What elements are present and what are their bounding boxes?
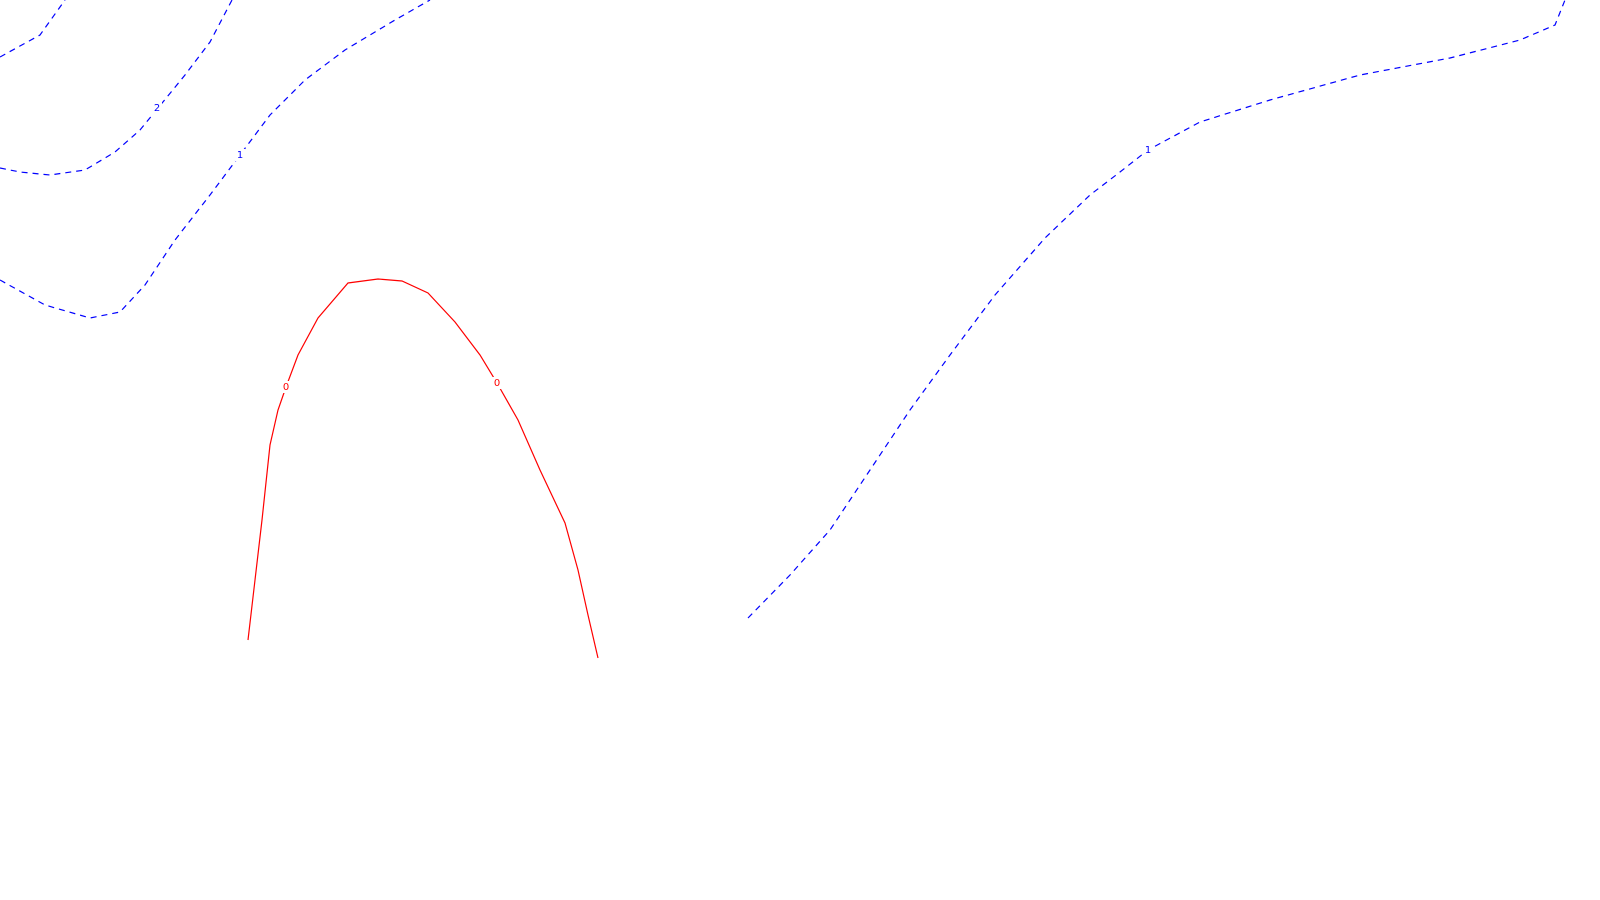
contour-label-bg: [281, 381, 291, 393]
contour-label-level-0-3-0: 0: [283, 382, 289, 393]
contour-line-level-0-3-0: [247, 278, 599, 659]
contour-label-level-1-2-0: 1: [1145, 145, 1151, 156]
contour-label-bg: [1143, 144, 1153, 156]
contour-label-bg: [152, 102, 162, 114]
contour-label-bg: [235, 149, 245, 161]
contour-line-level-2-0-0: [0, 0, 233, 176]
contour-line-level-1-2-0: [747, 0, 1566, 619]
contour-label-level-0-3-1: 0: [494, 378, 500, 389]
contour-label-bg: [492, 377, 502, 389]
contour-lines: [0, 0, 1566, 659]
contour-label-level-1-1-0: 1: [237, 150, 243, 161]
contour-labels: 2 1 1 0 0: [152, 102, 1153, 393]
contour-label-level-2-0-0: 2: [154, 103, 160, 114]
contour-line-level-1-1-1: [0, 0, 431, 319]
contour-line-level-1-1-0: [0, 0, 66, 58]
